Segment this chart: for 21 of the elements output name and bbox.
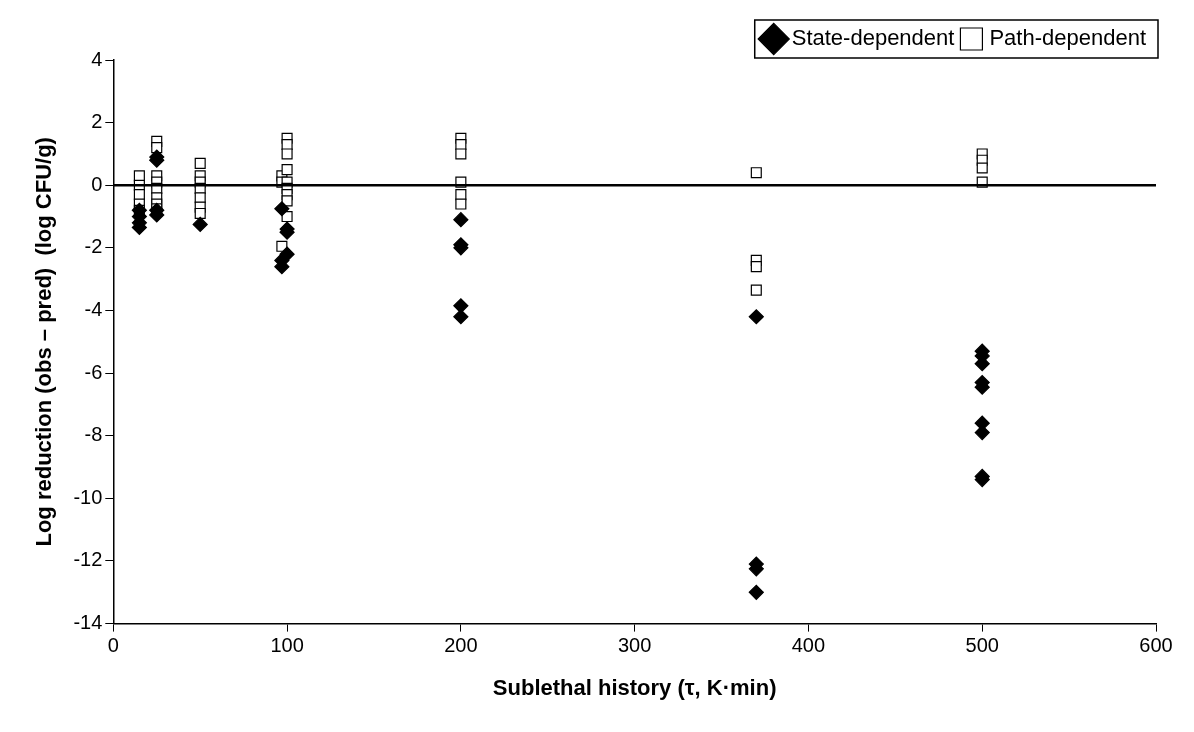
x-axis-title: Sublethal history (τ, K·min): [492, 674, 777, 700]
x-tick-label: 400: [791, 634, 826, 657]
y-axis-title: Log reduction (obs – pred) (log CFU/g): [31, 137, 57, 547]
legend-label: Path-dependent: [989, 25, 1146, 51]
y-tick-label: -2: [84, 235, 103, 258]
y-tick-label: -6: [84, 360, 103, 383]
y-tick-label: 4: [91, 47, 103, 70]
x-tick-label: 300: [617, 634, 652, 657]
y-tick-label: -8: [84, 423, 103, 446]
x-tick-label: 200: [444, 634, 478, 657]
y-tick-label: -14: [73, 611, 103, 634]
x-tick-label: 0: [107, 634, 119, 657]
x-tick-label: 500: [965, 634, 999, 657]
y-tick-label: -12: [73, 548, 103, 571]
y-tick-label: 2: [91, 110, 103, 133]
x-tick-label: 100: [270, 634, 304, 657]
y-tick-label: -10: [73, 485, 103, 508]
y-tick-label: -4: [84, 298, 103, 320]
x-tick-label: 600: [1139, 634, 1173, 657]
y-tick-label: 0: [91, 172, 103, 195]
legend-label: State-dependent: [791, 25, 955, 51]
